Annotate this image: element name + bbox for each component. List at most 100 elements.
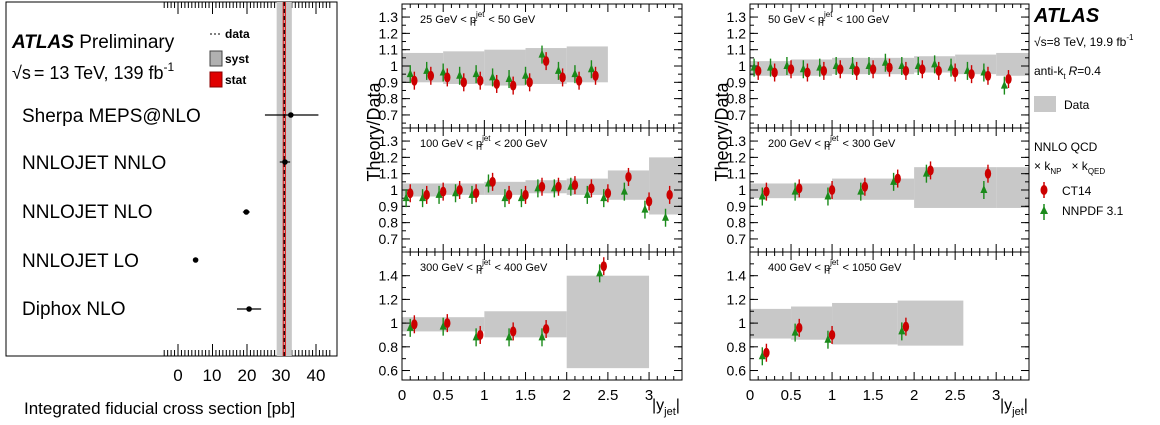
nnpdf-point bbox=[419, 189, 427, 208]
nnpdf-point bbox=[456, 66, 464, 85]
nnpdf-point bbox=[517, 189, 525, 208]
panel-pt-label: 400 GeV < pjet T < 1050 GeV bbox=[768, 258, 902, 276]
legend-data-band-label: Data bbox=[1064, 98, 1090, 112]
nnpdf-point bbox=[571, 65, 579, 84]
y-tick-label: 1 bbox=[738, 315, 746, 331]
data-uncertainty-band bbox=[566, 275, 650, 369]
ct14-point bbox=[869, 60, 877, 79]
nnpdf-point bbox=[857, 182, 865, 201]
y-tick-label: 0.8 bbox=[379, 215, 399, 231]
ct14-point bbox=[588, 179, 595, 198]
ct14-point bbox=[542, 320, 550, 339]
y-axis-title-left: Theory/Data bbox=[364, 81, 384, 181]
ct14-point bbox=[509, 322, 517, 341]
legend-ct14-marker bbox=[1040, 182, 1048, 198]
ct14-point bbox=[439, 182, 447, 201]
ct14-point bbox=[526, 73, 533, 92]
atlas-label: ATLAS Preliminary bbox=[11, 32, 175, 53]
prediction-label: Sherpa MEPS@NLO bbox=[22, 106, 201, 127]
y-tick-label: 0.7 bbox=[379, 231, 399, 247]
ct14-point bbox=[666, 185, 673, 204]
y-tick-label: 0.8 bbox=[379, 91, 399, 107]
x-tick-label: 3 bbox=[992, 387, 1000, 404]
panel-pt-label: 25 GeV < pjet T < 50 GeV bbox=[420, 10, 536, 28]
ratio-panels: 0.70.80.911.11.21.3 25 GeV < pjet T < 50 G… bbox=[379, 3, 1030, 404]
y-tick-label: 1.3 bbox=[727, 9, 747, 25]
y-tick-label: 1.2 bbox=[727, 25, 747, 41]
data-uncertainty-band bbox=[832, 178, 915, 200]
nnpdf-point bbox=[758, 187, 766, 206]
ct14-point bbox=[837, 60, 844, 79]
y-tick-label: 1.1 bbox=[379, 42, 399, 58]
ct14-point bbox=[927, 161, 934, 180]
nnpdf-point bbox=[402, 189, 410, 208]
y-tick-label: 1.2 bbox=[727, 291, 747, 307]
y-tick-label: 0.9 bbox=[379, 198, 399, 214]
ratio-panel: 0.70.80.911.11.21.3 25 GeV < pjet T < 50 G… bbox=[379, 3, 683, 129]
nnpdf-point bbox=[824, 187, 832, 206]
y-tick-label: 1 bbox=[738, 182, 746, 198]
y-tick-label: 1 bbox=[390, 182, 398, 198]
ct14-point bbox=[787, 60, 795, 79]
nnpdf-point bbox=[791, 323, 799, 342]
ct14-point bbox=[820, 61, 828, 80]
data-uncertainty-band bbox=[996, 52, 1029, 76]
ct14-point bbox=[828, 181, 836, 199]
legend-stat-swatch bbox=[209, 71, 223, 88]
nnpdf-point bbox=[452, 184, 460, 203]
y-axis-title-right: Theory/Data bbox=[712, 81, 732, 181]
nnpdf-point bbox=[890, 172, 898, 191]
nnpdf-point bbox=[922, 164, 930, 183]
nnpdf-point bbox=[554, 61, 562, 80]
y-tick-label: 1.3 bbox=[379, 133, 399, 149]
ct14-point bbox=[902, 317, 910, 336]
legend-stat-label: stat bbox=[225, 73, 246, 87]
prediction-label: NNLOJET LO bbox=[22, 251, 139, 272]
x-axis-title-right: |yjet| bbox=[1000, 397, 1028, 418]
x-tick-label: 3 bbox=[645, 387, 653, 404]
legend-nnpdf-marker bbox=[1040, 204, 1048, 220]
nnpdf-point bbox=[849, 57, 857, 75]
ct14-point bbox=[493, 74, 500, 93]
ct14-point bbox=[645, 192, 653, 211]
nnpdf-point bbox=[641, 200, 649, 219]
nnpdf-point bbox=[435, 185, 443, 204]
y-tick-label: 1.4 bbox=[379, 268, 399, 284]
nnpdf-point bbox=[472, 65, 480, 84]
nnpdf-point bbox=[472, 328, 480, 347]
ct14-point bbox=[423, 185, 430, 204]
x-tick-label: 0 bbox=[746, 387, 754, 404]
nnpdf-point bbox=[931, 55, 939, 74]
nnpdf-point bbox=[881, 53, 889, 72]
k-factors: × kNP × kQED bbox=[1034, 159, 1105, 176]
ct14-point bbox=[427, 66, 435, 85]
legend-syst-swatch bbox=[209, 50, 223, 67]
y-tick-label: 0.8 bbox=[727, 91, 747, 107]
y-tick-label: 1.2 bbox=[379, 25, 399, 41]
y-tick-label: 1.2 bbox=[379, 291, 399, 307]
y-tick-label: 1.4 bbox=[727, 268, 747, 284]
nnpdf-point bbox=[620, 182, 628, 201]
nnlo-title: NNLO QCD bbox=[1034, 140, 1098, 154]
ct14-point bbox=[472, 184, 480, 203]
ct14-point bbox=[542, 52, 550, 71]
ct14-point bbox=[444, 314, 451, 333]
y-tick-label: 1.3 bbox=[727, 133, 747, 149]
ct14-point bbox=[886, 58, 893, 77]
prediction-point bbox=[288, 112, 294, 118]
data-uncertainty-band bbox=[750, 183, 833, 199]
right-legend: ATLAS √s=8 TeV, 19.9 fb-1 anti-kt R=0.4 D… bbox=[1033, 5, 1134, 220]
left-legend: data syst stat bbox=[209, 27, 250, 88]
nnpdf-point bbox=[406, 318, 414, 337]
data-uncertainty-band bbox=[443, 183, 485, 195]
ct14-point bbox=[575, 71, 583, 90]
ct14-point bbox=[411, 71, 418, 90]
panel-pt-label: 300 GeV < pjet T < 400 GeV bbox=[420, 258, 548, 276]
panel-pt-label: 200 GeV < pjet T < 300 GeV bbox=[768, 134, 896, 152]
prediction-point bbox=[243, 209, 250, 215]
nnpdf-point bbox=[522, 66, 530, 85]
x-tick-label: 2 bbox=[910, 387, 918, 404]
x-tick-label: 40 bbox=[307, 366, 326, 385]
nnpdf-point bbox=[587, 60, 595, 79]
